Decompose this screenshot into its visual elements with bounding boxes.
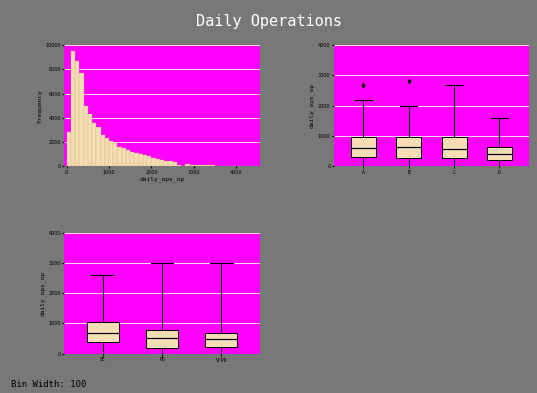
Bar [86, 322, 119, 342]
Bar [71, 51, 75, 166]
Bar [96, 127, 100, 166]
Text: Bin Width: 100: Bin Width: 100 [11, 380, 86, 389]
Bar [75, 61, 79, 166]
Bar [147, 156, 151, 166]
Bar [134, 153, 139, 166]
Bar [211, 165, 215, 166]
X-axis label: daily_ops_op: daily_ops_op [140, 176, 185, 182]
Bar [109, 141, 113, 166]
Bar [156, 159, 160, 166]
Bar [122, 148, 126, 166]
Bar [202, 165, 207, 166]
Bar [205, 332, 237, 347]
Bar [113, 143, 118, 166]
Bar [172, 162, 177, 166]
Bar [126, 151, 130, 166]
Bar [441, 138, 467, 158]
Bar [351, 138, 376, 157]
Bar [190, 165, 194, 166]
Bar [396, 138, 421, 158]
Bar [143, 155, 147, 166]
Y-axis label: daily_ops_op: daily_ops_op [309, 83, 315, 128]
Bar [146, 330, 178, 348]
Bar [164, 161, 169, 166]
Bar [185, 164, 190, 166]
Bar [100, 135, 105, 166]
Y-axis label: daily_ops_op: daily_ops_op [40, 271, 46, 316]
Y-axis label: Frequency: Frequency [38, 89, 42, 123]
Bar [487, 147, 512, 160]
Bar [215, 165, 219, 166]
Bar [181, 165, 185, 166]
Bar [84, 106, 88, 166]
Bar [118, 147, 122, 166]
Bar [177, 165, 181, 166]
Bar [194, 165, 198, 166]
Bar [207, 165, 211, 166]
Bar [169, 162, 172, 166]
Bar [105, 138, 109, 166]
Bar [92, 123, 96, 166]
Text: Daily Operations: Daily Operations [195, 14, 342, 29]
Bar [67, 132, 71, 166]
Bar [79, 73, 84, 166]
Bar [88, 114, 92, 166]
Bar [151, 158, 156, 166]
Bar [160, 160, 164, 166]
Bar [130, 152, 134, 166]
Bar [139, 154, 143, 166]
Bar [198, 165, 202, 166]
